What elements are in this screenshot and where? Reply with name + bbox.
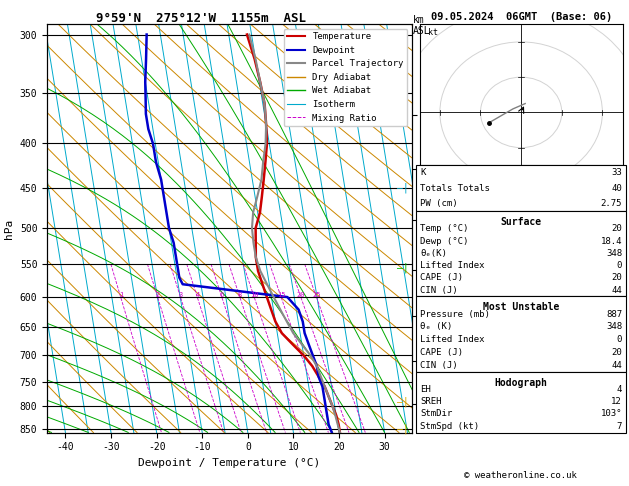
Text: —|: —| bbox=[397, 262, 409, 273]
Text: —|: —| bbox=[397, 396, 409, 406]
Text: PW (cm): PW (cm) bbox=[420, 199, 458, 208]
Text: 33: 33 bbox=[611, 169, 622, 177]
Text: 2.75: 2.75 bbox=[601, 199, 622, 208]
Text: Dewp (°C): Dewp (°C) bbox=[420, 237, 469, 245]
Text: Hodograph: Hodograph bbox=[494, 378, 548, 388]
Text: 8: 8 bbox=[238, 292, 242, 297]
Text: 103°: 103° bbox=[601, 409, 622, 418]
Text: CIN (J): CIN (J) bbox=[420, 286, 458, 295]
Text: θₑ(K): θₑ(K) bbox=[420, 249, 447, 258]
Text: Surface: Surface bbox=[501, 217, 542, 227]
Text: 12: 12 bbox=[611, 397, 622, 406]
Text: km
ASL: km ASL bbox=[413, 15, 431, 36]
Text: Totals Totals: Totals Totals bbox=[420, 184, 490, 193]
Text: 25: 25 bbox=[313, 292, 321, 297]
Text: —|: —| bbox=[397, 424, 409, 434]
Text: θₑ (K): θₑ (K) bbox=[420, 322, 452, 331]
Text: Most Unstable: Most Unstable bbox=[483, 302, 559, 312]
Text: 20: 20 bbox=[611, 274, 622, 282]
Text: Lifted Index: Lifted Index bbox=[420, 335, 485, 344]
Text: 6: 6 bbox=[220, 292, 224, 297]
Text: —|: —| bbox=[397, 183, 409, 193]
Text: kt: kt bbox=[428, 28, 438, 37]
Text: 2: 2 bbox=[155, 292, 160, 297]
Text: 09.05.2024  06GMT  (Base: 06): 09.05.2024 06GMT (Base: 06) bbox=[430, 12, 612, 22]
Text: CAPE (J): CAPE (J) bbox=[420, 274, 463, 282]
Text: EH: EH bbox=[420, 384, 431, 394]
Text: 44: 44 bbox=[611, 286, 622, 295]
Text: 20: 20 bbox=[297, 292, 305, 297]
Text: 40: 40 bbox=[611, 184, 622, 193]
Text: 4: 4 bbox=[195, 292, 199, 297]
Text: 20: 20 bbox=[611, 224, 622, 233]
Text: Temp (°C): Temp (°C) bbox=[420, 224, 469, 233]
Text: StmSpd (kt): StmSpd (kt) bbox=[420, 422, 479, 431]
Text: 348: 348 bbox=[606, 322, 622, 331]
Text: CIN (J): CIN (J) bbox=[420, 361, 458, 370]
Text: 9°59'N  275°12'W  1155m  ASL: 9°59'N 275°12'W 1155m ASL bbox=[96, 12, 306, 25]
Text: Pressure (mb): Pressure (mb) bbox=[420, 310, 490, 318]
Text: 18.4: 18.4 bbox=[601, 237, 622, 245]
X-axis label: Dewpoint / Temperature (°C): Dewpoint / Temperature (°C) bbox=[138, 458, 321, 468]
Text: Mixing Ratio (g/kg): Mixing Ratio (g/kg) bbox=[423, 187, 433, 299]
Text: 7: 7 bbox=[616, 422, 622, 431]
Text: © weatheronline.co.uk: © weatheronline.co.uk bbox=[464, 471, 577, 480]
Text: 887: 887 bbox=[606, 310, 622, 318]
Text: Lifted Index: Lifted Index bbox=[420, 261, 485, 270]
Text: K: K bbox=[420, 169, 426, 177]
Text: 0: 0 bbox=[616, 335, 622, 344]
Text: 20: 20 bbox=[611, 348, 622, 357]
Text: 348: 348 bbox=[606, 249, 622, 258]
Legend: Temperature, Dewpoint, Parcel Trajectory, Dry Adiabat, Wet Adiabat, Isotherm, Mi: Temperature, Dewpoint, Parcel Trajectory… bbox=[284, 29, 408, 126]
Y-axis label: hPa: hPa bbox=[4, 218, 14, 239]
Text: 0: 0 bbox=[616, 261, 622, 270]
Text: 1: 1 bbox=[119, 292, 123, 297]
Text: LCL: LCL bbox=[415, 427, 431, 436]
Text: 4: 4 bbox=[616, 384, 622, 394]
Text: StmDir: StmDir bbox=[420, 409, 452, 418]
Text: 15: 15 bbox=[277, 292, 286, 297]
Text: SREH: SREH bbox=[420, 397, 442, 406]
Text: 10: 10 bbox=[250, 292, 259, 297]
Text: CAPE (J): CAPE (J) bbox=[420, 348, 463, 357]
Text: 44: 44 bbox=[611, 361, 622, 370]
Text: 3: 3 bbox=[179, 292, 182, 297]
